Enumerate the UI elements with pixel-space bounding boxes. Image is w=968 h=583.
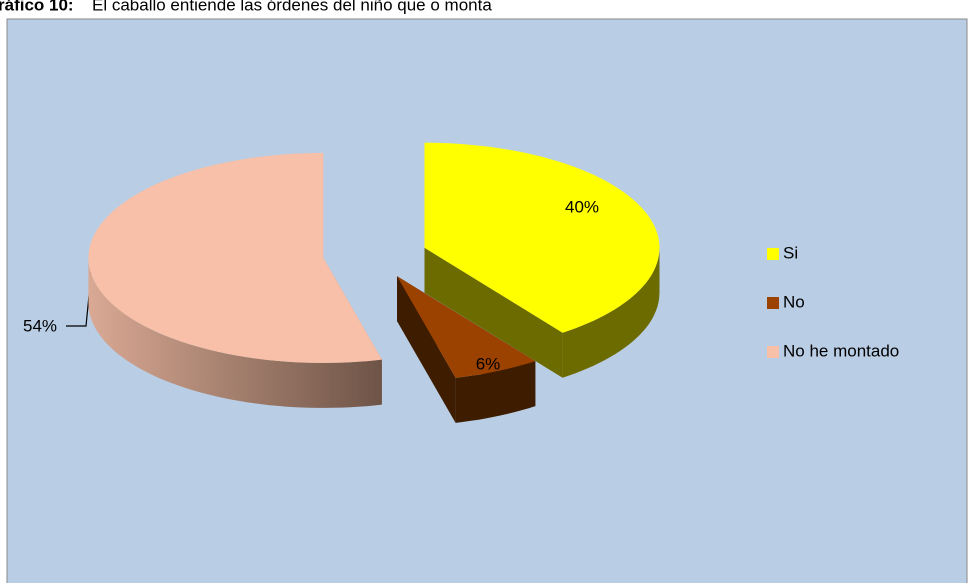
legend-label: Si: [783, 243, 798, 262]
slice-wall: [424, 247, 563, 378]
legend-swatch: [767, 297, 779, 309]
legend-swatch: [767, 346, 779, 358]
title-background: [0, 0, 968, 16]
legend-label: No he montado: [783, 341, 899, 360]
data-label: 54%: [23, 316, 57, 335]
legend-label: No: [783, 292, 805, 311]
legend-swatch: [767, 248, 779, 260]
data-label: 6%: [476, 354, 501, 373]
chart-title: El caballo entiende las órdenes del niño…: [92, 0, 492, 14]
slice-side: [455, 361, 536, 423]
data-label: 40%: [565, 197, 599, 216]
slice-wall: [397, 276, 456, 423]
title-label: ráfico 10:: [0, 0, 74, 14]
slice: [88, 152, 382, 363]
slice: [424, 142, 660, 333]
slice: [397, 276, 536, 378]
slice-side: [562, 247, 660, 378]
pie: [88, 142, 660, 423]
slice-side: [88, 257, 382, 408]
